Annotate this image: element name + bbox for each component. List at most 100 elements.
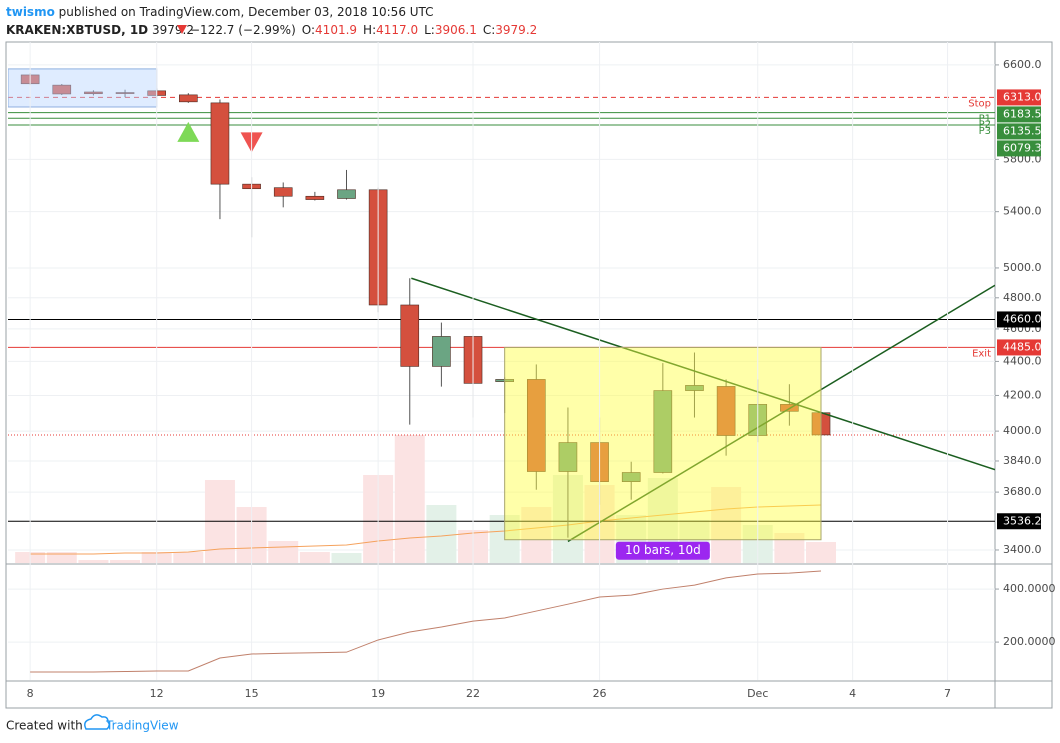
selection-box <box>8 68 158 108</box>
volume-bar <box>268 541 299 563</box>
range-label: 10 bars, 10d <box>625 543 701 557</box>
x-tick-label: 15 <box>245 687 259 700</box>
volume-bar <box>774 533 805 563</box>
level-tag <box>997 123 1041 140</box>
logo <box>84 714 111 730</box>
trend-line <box>567 284 995 543</box>
x-tick-label: Dec <box>747 687 768 700</box>
candle-body <box>179 94 198 103</box>
level-tag <box>997 513 1041 530</box>
ohlc-line: −122.7 (−2.99%) O:4101.9 H:4117.0 L:3906.1 C… <box>190 23 537 37</box>
volume-bar <box>78 560 109 563</box>
level-tag <box>997 339 1041 356</box>
volume-bar <box>173 552 204 563</box>
ohlc-value: 4117.0 <box>376 23 418 37</box>
price-pane: 10 bars, 10d <box>8 64 995 563</box>
y-tick-label: 3680.0 <box>1003 485 1042 498</box>
ohlc-value: 4101.9 <box>315 23 357 37</box>
level-label: 3536.2 <box>1003 514 1042 527</box>
ohlc-value: 3906.1 <box>435 23 477 37</box>
author: twismo <box>6 5 55 19</box>
candle-body <box>305 195 325 200</box>
x-tick-label: 8 <box>27 687 34 700</box>
candle-body <box>400 304 420 367</box>
x-tick-label: 22 <box>466 687 480 700</box>
candle-body <box>210 102 230 185</box>
y-tick-label: 6600.0 <box>1003 58 1042 71</box>
volume-bar <box>299 552 330 563</box>
candle-body <box>273 187 293 197</box>
trend-line <box>411 277 995 471</box>
level-label: 4660.0 <box>1003 312 1042 325</box>
ohlc-label: C: <box>483 23 495 37</box>
volume-bar <box>46 552 77 563</box>
level-name: Stop <box>968 98 991 109</box>
candle-body <box>685 385 704 391</box>
indicator-line <box>30 570 822 673</box>
candle-body <box>526 379 546 472</box>
level-tag <box>997 140 1041 157</box>
down-arrow <box>177 25 187 34</box>
x-tick-label: 4 <box>849 687 856 700</box>
range-label-box <box>615 541 710 560</box>
candle-body <box>653 390 673 473</box>
y-tick-label: 4000.0 <box>1003 424 1042 437</box>
x-tick-label: 7 <box>944 687 951 700</box>
y-tick-label: 4800.0 <box>1003 291 1042 304</box>
volume-bar <box>426 505 457 563</box>
candle-body <box>716 386 736 436</box>
ohlc-label: L: <box>424 23 435 37</box>
volume-bar <box>110 560 141 563</box>
header-line: twismo published on TradingView.com, Dec… <box>6 5 434 19</box>
level-label: 6183.5 <box>1003 107 1042 120</box>
volume-ma <box>30 504 822 555</box>
candle-body <box>432 336 451 367</box>
y-tick-label: 3400.0 <box>1003 543 1042 556</box>
symbol-line: KRAKEN:XBTUSD, 1D 3979.2 <box>6 23 194 37</box>
level-tag <box>997 311 1041 328</box>
volume-bar <box>394 435 425 563</box>
candle-body <box>84 91 103 95</box>
candle-body <box>52 84 72 95</box>
publish-info: published on TradingView.com, December 0… <box>59 5 434 19</box>
level-name: P3 <box>979 126 991 137</box>
level-label: 6135.5 <box>1003 124 1042 137</box>
y-tick-label: 3840.0 <box>1003 454 1042 467</box>
y-tick-label: 4200.0 <box>1003 388 1042 401</box>
level-name: P1 <box>979 114 991 125</box>
volume-bar <box>331 553 362 563</box>
candle-body <box>115 92 135 94</box>
ohlc-value: 3979.2 <box>495 23 537 37</box>
y-tick-label: 5000.0 <box>1003 261 1042 274</box>
footer-brand[interactable]: TradingView <box>105 719 179 733</box>
volume-bar <box>521 507 552 563</box>
y-tick-label: 400.0000 <box>1003 582 1056 595</box>
x-tick-label: 19 <box>371 687 385 700</box>
x-tick-label: 12 <box>150 687 164 700</box>
y-tick-label: 200.0000 <box>1003 635 1056 648</box>
level-name: P2 <box>979 119 991 130</box>
frame <box>5 41 1053 709</box>
level-tag <box>997 89 1041 106</box>
change: −122.7 (−2.99%) <box>190 23 296 37</box>
level-name: Exit <box>972 348 991 359</box>
level-label: 4485.0 <box>1003 340 1042 353</box>
y-tick-label: 5400.0 <box>1003 205 1042 218</box>
volume-bar <box>711 487 742 563</box>
ohlc-label: H: <box>363 23 376 37</box>
footer-text: Created with <box>6 719 83 733</box>
candle-body <box>558 442 578 472</box>
signal-marker <box>177 121 200 142</box>
ohlc-label: O: <box>302 23 315 37</box>
level-label: 6079.3 <box>1003 141 1042 154</box>
range-box <box>504 346 822 541</box>
volume-bar <box>806 542 837 563</box>
level-tag <box>997 106 1041 123</box>
y-tick-label: 4400.0 <box>1003 354 1042 367</box>
x-tick-label: 26 <box>593 687 607 700</box>
last-price: 3979.2 <box>152 23 194 37</box>
symbol: KRAKEN:XBTUSD, 1D <box>6 23 148 37</box>
candle-body <box>337 189 356 199</box>
level-label: 6313.0 <box>1003 90 1042 103</box>
